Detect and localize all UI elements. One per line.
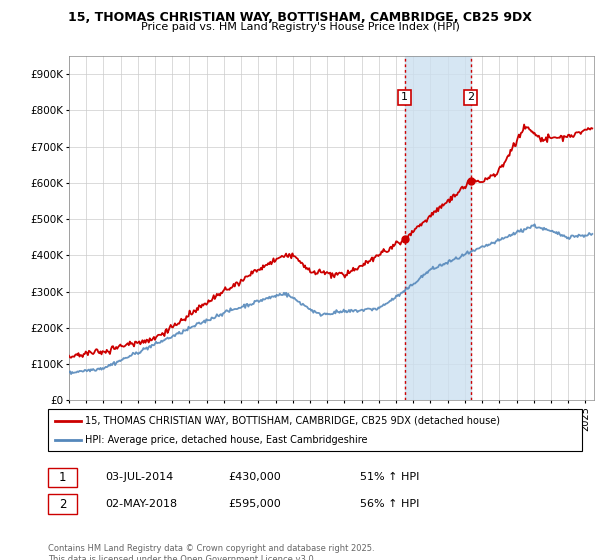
Text: 02-MAY-2018: 02-MAY-2018 [105, 499, 177, 509]
Text: £595,000: £595,000 [228, 499, 281, 509]
Text: Contains HM Land Registry data © Crown copyright and database right 2025.
This d: Contains HM Land Registry data © Crown c… [48, 544, 374, 560]
Text: 03-JUL-2014: 03-JUL-2014 [105, 472, 173, 482]
Text: 2: 2 [59, 497, 66, 511]
Text: 15, THOMAS CHRISTIAN WAY, BOTTISHAM, CAMBRIDGE, CB25 9DX: 15, THOMAS CHRISTIAN WAY, BOTTISHAM, CAM… [68, 11, 532, 24]
Text: 51% ↑ HPI: 51% ↑ HPI [360, 472, 419, 482]
Text: 1: 1 [59, 470, 66, 484]
Bar [404, 56, 470, 400]
Text: 2: 2 [467, 92, 474, 102]
Text: HPI: Average price, detached house, East Cambridgeshire: HPI: Average price, detached house, East… [85, 435, 368, 445]
Text: 56% ↑ HPI: 56% ↑ HPI [360, 499, 419, 509]
Text: 15, THOMAS CHRISTIAN WAY, BOTTISHAM, CAMBRIDGE, CB25 9DX (detached house): 15, THOMAS CHRISTIAN WAY, BOTTISHAM, CAM… [85, 416, 500, 426]
Text: Price paid vs. HM Land Registry's House Price Index (HPI): Price paid vs. HM Land Registry's House … [140, 22, 460, 32]
Text: £430,000: £430,000 [228, 472, 281, 482]
Text: 1: 1 [401, 92, 408, 102]
